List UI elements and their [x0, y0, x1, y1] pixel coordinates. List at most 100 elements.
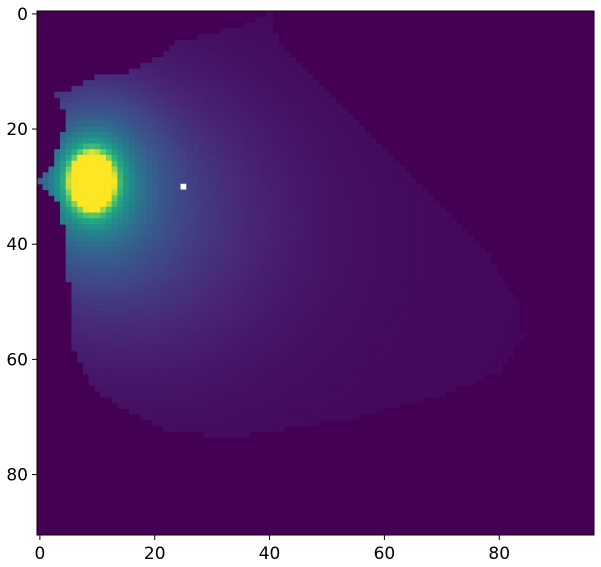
heatmap-cell — [352, 391, 360, 398]
heatmap-cell — [140, 379, 147, 386]
heatmap-cell — [140, 91, 147, 98]
heatmap-cell — [117, 195, 124, 202]
heatmap-cell — [260, 206, 268, 214]
heatmap-cell — [364, 327, 371, 335]
heatmap-cell — [209, 252, 216, 260]
heatmap-cell — [301, 74, 308, 81]
heatmap-cell — [438, 344, 446, 352]
heatmap-cell — [134, 252, 141, 260]
heatmap-cell — [174, 241, 182, 248]
heatmap-cell — [163, 293, 170, 300]
heatmap-cell — [278, 339, 285, 346]
heatmap-cell — [370, 321, 377, 329]
heatmap-cell — [318, 287, 325, 294]
heatmap-cell — [278, 229, 285, 237]
heatmap-cell — [289, 385, 296, 392]
heatmap-cell — [111, 368, 118, 375]
heatmap-cell — [410, 379, 417, 386]
heatmap-cell — [237, 247, 245, 254]
heatmap-cell — [203, 310, 210, 317]
heatmap-cell — [387, 224, 394, 231]
heatmap-cell — [266, 22, 274, 29]
heatmap-cell — [301, 356, 308, 363]
heatmap-cell — [502, 339, 509, 346]
heatmap-cell — [295, 224, 302, 231]
heatmap-cell — [410, 333, 417, 340]
heatmap-cell — [283, 402, 291, 409]
heatmap-cell — [347, 126, 354, 133]
heatmap-cell — [157, 218, 164, 225]
heatmap-cell — [301, 149, 308, 156]
heatmap-cell — [180, 229, 187, 237]
heatmap-cell — [146, 114, 153, 122]
heatmap-cell — [364, 396, 371, 404]
heatmap-cell — [65, 275, 73, 283]
heatmap-cell — [243, 39, 251, 47]
heatmap-cell — [82, 339, 90, 346]
heatmap-cell — [226, 425, 233, 432]
heatmap-cell — [197, 379, 205, 386]
heatmap-cell — [456, 304, 463, 312]
heatmap-cell — [306, 235, 314, 242]
heatmap-cell — [203, 350, 210, 358]
heatmap-cell — [358, 402, 365, 409]
heatmap-cell — [381, 166, 388, 173]
heatmap-cell — [123, 177, 130, 185]
heatmap-cell — [146, 91, 153, 98]
heatmap-cell — [88, 241, 96, 248]
heatmap-cell — [289, 304, 296, 312]
heatmap-cell — [105, 321, 113, 329]
heatmap-cell — [306, 126, 314, 133]
heatmap-cell — [352, 339, 360, 346]
heatmap-cell — [438, 270, 446, 277]
heatmap-cell — [347, 304, 354, 312]
heatmap-cell — [94, 126, 101, 133]
heatmap-cell — [77, 114, 84, 122]
heatmap-cell — [88, 114, 96, 122]
heatmap-cell — [347, 321, 354, 329]
heatmap-cell — [341, 172, 348, 179]
heatmap-cell — [347, 356, 354, 363]
heatmap-cell — [260, 275, 268, 283]
heatmap-cell — [444, 293, 452, 300]
heatmap-cell — [456, 287, 463, 294]
heatmap-cell — [140, 201, 147, 208]
heatmap-cell — [295, 218, 302, 225]
heatmap-cell — [186, 183, 193, 191]
heatmap-cell — [496, 287, 503, 294]
heatmap-cell — [100, 183, 107, 191]
heatmap-cell — [237, 143, 245, 150]
heatmap-cell — [180, 373, 187, 381]
heatmap-cell — [295, 385, 302, 392]
heatmap-cell — [387, 368, 394, 375]
heatmap-cell — [306, 177, 314, 185]
heatmap-cell — [111, 137, 118, 145]
heatmap-cell — [151, 419, 159, 427]
heatmap-cell — [306, 154, 314, 162]
heatmap-cell — [243, 85, 251, 93]
heatmap-cell — [427, 201, 434, 208]
heatmap-cell — [364, 379, 371, 386]
heatmap-cell — [484, 287, 492, 294]
heatmap-cell — [203, 85, 210, 93]
heatmap-cell — [140, 177, 147, 185]
heatmap-cell — [232, 114, 239, 122]
heatmap-cell — [438, 356, 446, 363]
heatmap-cell — [278, 270, 285, 277]
heatmap-cell — [301, 327, 308, 335]
heatmap-cell — [163, 154, 170, 162]
heatmap-cell — [410, 362, 417, 369]
heatmap-cell — [226, 68, 233, 75]
heatmap-cell — [347, 379, 354, 386]
heatmap-cell — [128, 408, 136, 415]
heatmap-cell — [249, 120, 256, 127]
heatmap-cell — [140, 408, 147, 415]
heatmap-cell — [301, 189, 308, 196]
heatmap-cell — [375, 252, 383, 260]
heatmap-cell — [306, 241, 314, 248]
heatmap-cell — [232, 154, 239, 162]
heatmap-cell — [65, 91, 73, 98]
heatmap-cell — [226, 391, 233, 398]
heatmap-cell — [209, 431, 216, 438]
heatmap-cell — [266, 270, 274, 277]
